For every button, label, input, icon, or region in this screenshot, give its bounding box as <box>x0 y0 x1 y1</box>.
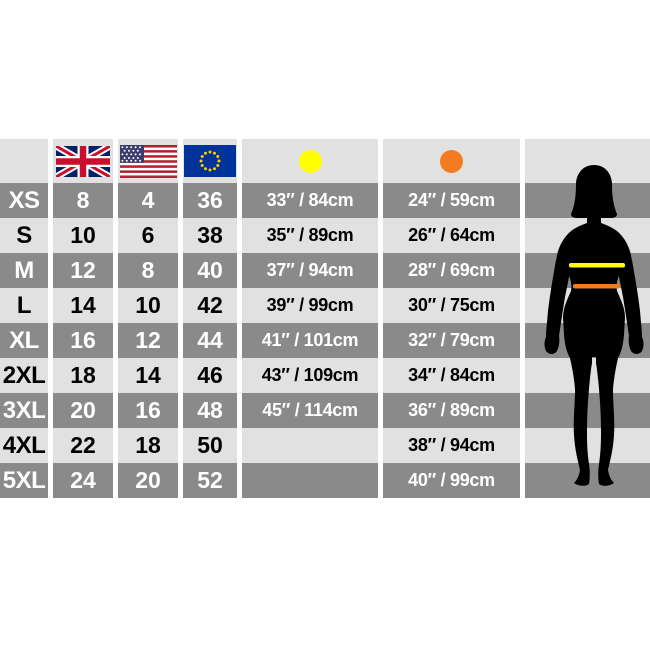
waist-measurement: 28″ / 69cm <box>383 253 520 288</box>
header-us-cell <box>118 139 178 183</box>
waist-measurement: 24″ / 59cm <box>383 183 520 218</box>
eu-size: 46 <box>183 358 237 393</box>
figure-cell <box>525 139 650 498</box>
uk-size: 8 <box>53 183 113 218</box>
size-label: L <box>0 288 48 323</box>
waist-line <box>573 284 620 289</box>
uk-size: 12 <box>53 253 113 288</box>
uk-size: 10 <box>53 218 113 253</box>
uk-size: 16 <box>53 323 113 358</box>
eu-size: 36 <box>183 183 237 218</box>
bust-measurement: 37″ / 94cm <box>242 253 378 288</box>
size-label: XL <box>0 323 48 358</box>
bust-measurement: 41″ / 101cm <box>242 323 378 358</box>
header-eu-cell <box>183 139 237 183</box>
us-size: 12 <box>118 323 178 358</box>
bust-measurement: 43″ / 109cm <box>242 358 378 393</box>
size-label: 2XL <box>0 358 48 393</box>
size-chart-table: XS 8 4 36 33″ / 84cm 24″ / 59cm S 10 6 3… <box>0 139 650 498</box>
us-flag-icon <box>119 144 177 178</box>
waist-measurement: 32″ / 79cm <box>383 323 520 358</box>
bust-measurement: 39″ / 99cm <box>242 288 378 323</box>
bust-dot-icon <box>298 149 322 173</box>
eu-size: 38 <box>183 218 237 253</box>
uk-flag-icon <box>56 145 110 177</box>
bust-measurement <box>242 428 378 463</box>
us-size: 6 <box>118 218 178 253</box>
bust-measurement <box>242 463 378 498</box>
waist-dot-icon <box>440 149 463 173</box>
eu-size: 40 <box>183 253 237 288</box>
eu-flag-icon <box>184 145 236 177</box>
us-size: 20 <box>118 463 178 498</box>
waist-measurement: 30″ / 75cm <box>383 288 520 323</box>
size-label: 5XL <box>0 463 48 498</box>
us-size: 4 <box>118 183 178 218</box>
waist-measurement: 26″ / 64cm <box>383 218 520 253</box>
us-size: 10 <box>118 288 178 323</box>
header-bust-cell <box>242 139 378 183</box>
eu-size: 48 <box>183 393 237 428</box>
us-size: 18 <box>118 428 178 463</box>
size-label: XS <box>0 183 48 218</box>
size-label: M <box>0 253 48 288</box>
us-size: 8 <box>118 253 178 288</box>
uk-size: 18 <box>53 358 113 393</box>
size-label: S <box>0 218 48 253</box>
eu-size: 42 <box>183 288 237 323</box>
female-silhouette-icon <box>544 165 644 486</box>
eu-size: 52 <box>183 463 237 498</box>
size-label: 3XL <box>0 393 48 428</box>
bust-measurement: 35″ / 89cm <box>242 218 378 253</box>
waist-measurement: 40″ / 99cm <box>383 463 520 498</box>
eu-size: 44 <box>183 323 237 358</box>
us-size: 16 <box>118 393 178 428</box>
header-uk-cell <box>53 139 113 183</box>
bust-measurement: 45″ / 114cm <box>242 393 378 428</box>
bust-measurement: 33″ / 84cm <box>242 183 378 218</box>
header-waist-cell <box>383 139 520 183</box>
uk-size: 24 <box>53 463 113 498</box>
waist-measurement: 38″ / 94cm <box>383 428 520 463</box>
uk-size: 20 <box>53 393 113 428</box>
us-size: 14 <box>118 358 178 393</box>
uk-size: 14 <box>53 288 113 323</box>
bust-line <box>569 263 625 268</box>
waist-measurement: 36″ / 89cm <box>383 393 520 428</box>
eu-size: 50 <box>183 428 237 463</box>
header-size-cell <box>0 139 48 183</box>
waist-measurement: 34″ / 84cm <box>383 358 520 393</box>
size-label: 4XL <box>0 428 48 463</box>
uk-size: 22 <box>53 428 113 463</box>
